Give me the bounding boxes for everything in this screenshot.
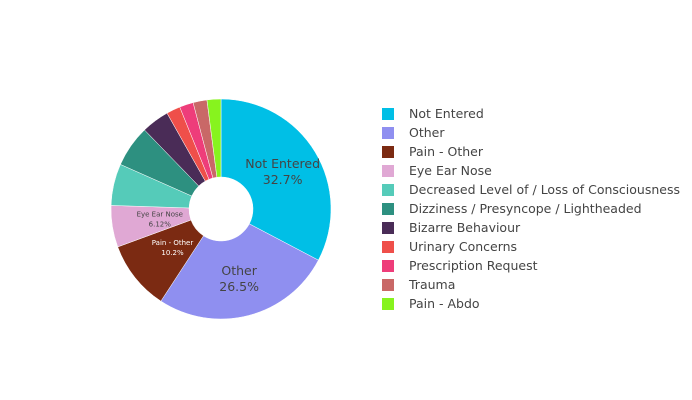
legend-item-other[interactable]: Other [382, 123, 680, 142]
legend-label: Not Entered [409, 106, 484, 121]
legend-label: Bizarre Behaviour [409, 220, 521, 235]
slice-label-eye-ear-nose: Eye Ear Nose [137, 210, 183, 218]
slice-value-eye-ear-nose: 6.12% [149, 220, 172, 228]
legend-label: Eye Ear Nose [409, 163, 492, 178]
legend-item-trauma[interactable]: Trauma [382, 275, 680, 294]
slice-value-not-entered: 32.7% [263, 172, 303, 187]
slice-value-other: 26.5% [219, 279, 259, 294]
legend-swatch [382, 164, 394, 177]
legend-label: Trauma [409, 277, 456, 292]
legend-swatch [382, 183, 394, 196]
legend-swatch [382, 107, 394, 120]
legend-label: Other [409, 125, 445, 140]
pie-slice-other[interactable] [160, 223, 319, 320]
legend-item-decreased-level-of-loss-of-consciousness[interactable]: Decreased Level of / Loss of Consciousne… [382, 180, 680, 199]
pie-slices [110, 98, 332, 320]
legend-item-pain-abdo[interactable]: Pain - Abdo [382, 294, 680, 313]
legend-swatch [382, 145, 394, 158]
legend-item-eye-ear-nose[interactable]: Eye Ear Nose [382, 161, 680, 180]
slice-label-other: Other [221, 263, 257, 278]
legend-label: Pain - Other [409, 144, 483, 159]
pie-slice-pain-abdo[interactable] [206, 98, 222, 178]
legend: Not Entered Other Pain - Other Eye Ear Nose… [382, 104, 680, 313]
legend-label: Urinary Concerns [409, 239, 518, 254]
legend-swatch [382, 297, 394, 310]
legend-label: Prescription Request [409, 258, 538, 273]
legend-item-not-entered[interactable]: Not Entered [382, 104, 680, 123]
legend-item-prescription-request[interactable]: Prescription Request [382, 256, 680, 275]
legend-swatch [382, 259, 394, 272]
slice-value-pain-other: 10.2% [161, 249, 184, 257]
legend-label: Dizziness / Presyncope / Lightheaded [409, 201, 642, 216]
pie-slice-not-entered[interactable] [220, 98, 332, 261]
legend-item-dizziness-presyncope-lightheaded[interactable]: Dizziness / Presyncope / Lightheaded [382, 199, 680, 218]
legend-item-urinary-concerns[interactable]: Urinary Concerns [382, 237, 680, 256]
legend-label: Decreased Level of / Loss of Consciousne… [409, 182, 680, 197]
legend-label: Pain - Abdo [409, 296, 480, 311]
legend-item-pain-other[interactable]: Pain - Other [382, 142, 680, 161]
legend-swatch [382, 221, 394, 234]
legend-item-bizarre-behaviour[interactable]: Bizarre Behaviour [382, 218, 680, 237]
slice-label-not-entered: Not Entered [245, 156, 320, 171]
legend-swatch [382, 126, 394, 139]
slice-label-pain-other: Pain - Other [152, 239, 194, 247]
legend-swatch [382, 202, 394, 215]
legend-swatch [382, 278, 394, 291]
legend-swatch [382, 240, 394, 253]
